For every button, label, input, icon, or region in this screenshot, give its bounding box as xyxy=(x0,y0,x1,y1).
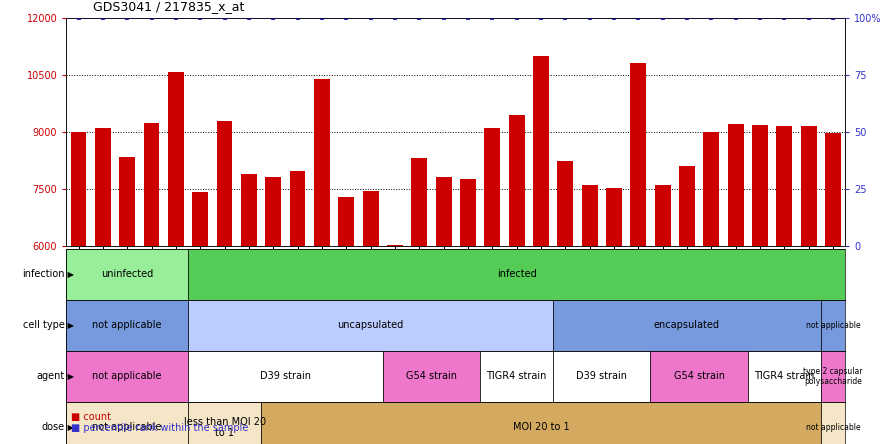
Bar xyxy=(581,186,597,246)
Text: agent: agent xyxy=(36,371,65,381)
Text: not applicable: not applicable xyxy=(92,371,162,381)
Bar xyxy=(435,177,451,246)
Text: GDS3041 / 217835_x_at: GDS3041 / 217835_x_at xyxy=(93,0,244,13)
Bar xyxy=(387,245,403,246)
Bar xyxy=(727,124,743,246)
Bar xyxy=(119,157,135,246)
Text: not applicable: not applicable xyxy=(92,422,162,432)
Bar xyxy=(630,63,646,246)
Bar xyxy=(752,125,768,246)
Text: G54 strain: G54 strain xyxy=(673,371,725,381)
Text: type 2 capsular
polysaccharide: type 2 capsular polysaccharide xyxy=(804,367,863,386)
Bar xyxy=(679,166,695,246)
Bar xyxy=(825,133,841,246)
Bar xyxy=(776,127,792,246)
Bar xyxy=(143,123,159,246)
Bar xyxy=(382,351,480,402)
Text: infection: infection xyxy=(22,269,65,279)
Bar xyxy=(241,174,257,246)
Bar xyxy=(553,300,821,351)
Bar xyxy=(217,121,233,246)
Bar xyxy=(821,300,845,351)
Bar xyxy=(704,132,720,246)
Text: ▶: ▶ xyxy=(65,321,74,330)
Bar xyxy=(188,300,553,351)
Bar xyxy=(66,351,188,402)
Bar xyxy=(533,56,549,246)
Bar xyxy=(261,402,820,444)
Bar xyxy=(338,197,354,246)
Bar xyxy=(71,132,87,246)
Bar xyxy=(821,351,845,402)
Bar xyxy=(650,351,748,402)
Text: ▶: ▶ xyxy=(65,270,74,279)
Bar xyxy=(289,171,305,246)
Text: ▶: ▶ xyxy=(65,372,74,381)
Bar xyxy=(188,249,845,300)
Bar xyxy=(801,127,817,246)
Bar xyxy=(266,177,281,246)
Text: cell type: cell type xyxy=(23,320,65,330)
Bar xyxy=(95,128,111,246)
Text: TIGR4 strain: TIGR4 strain xyxy=(754,371,814,381)
Bar xyxy=(748,351,820,402)
Bar xyxy=(821,402,845,444)
Bar xyxy=(484,128,500,246)
Bar xyxy=(192,191,208,246)
Bar xyxy=(480,351,553,402)
Bar xyxy=(66,300,188,351)
Bar xyxy=(606,189,622,246)
Text: ■ count: ■ count xyxy=(71,412,111,422)
Bar xyxy=(412,158,427,246)
Text: MOI 20 to 1: MOI 20 to 1 xyxy=(512,422,569,432)
Text: G54 strain: G54 strain xyxy=(406,371,457,381)
Text: uncapsulated: uncapsulated xyxy=(337,320,404,330)
Text: not applicable: not applicable xyxy=(805,423,860,432)
Bar xyxy=(509,115,525,246)
Text: ▶: ▶ xyxy=(65,423,74,432)
Bar xyxy=(188,351,382,402)
Bar xyxy=(363,191,379,246)
Bar xyxy=(168,72,184,246)
Bar xyxy=(553,351,650,402)
Text: dose: dose xyxy=(42,422,65,432)
Text: not applicable: not applicable xyxy=(805,321,860,330)
Bar xyxy=(66,402,188,444)
Text: ■ percentile rank within the sample: ■ percentile rank within the sample xyxy=(71,424,248,433)
Bar xyxy=(558,161,573,246)
Text: not applicable: not applicable xyxy=(92,320,162,330)
Bar xyxy=(460,179,476,246)
Text: D39 strain: D39 strain xyxy=(576,371,627,381)
Text: infected: infected xyxy=(496,269,536,279)
Text: TIGR4 strain: TIGR4 strain xyxy=(487,371,547,381)
Bar xyxy=(314,79,330,246)
Text: less than MOI 20
to 1: less than MOI 20 to 1 xyxy=(183,416,266,438)
Bar xyxy=(66,249,188,300)
Bar xyxy=(188,402,261,444)
Text: encapsulated: encapsulated xyxy=(654,320,720,330)
Text: uninfected: uninfected xyxy=(101,269,153,279)
Text: D39 strain: D39 strain xyxy=(260,371,311,381)
Bar xyxy=(655,185,671,246)
